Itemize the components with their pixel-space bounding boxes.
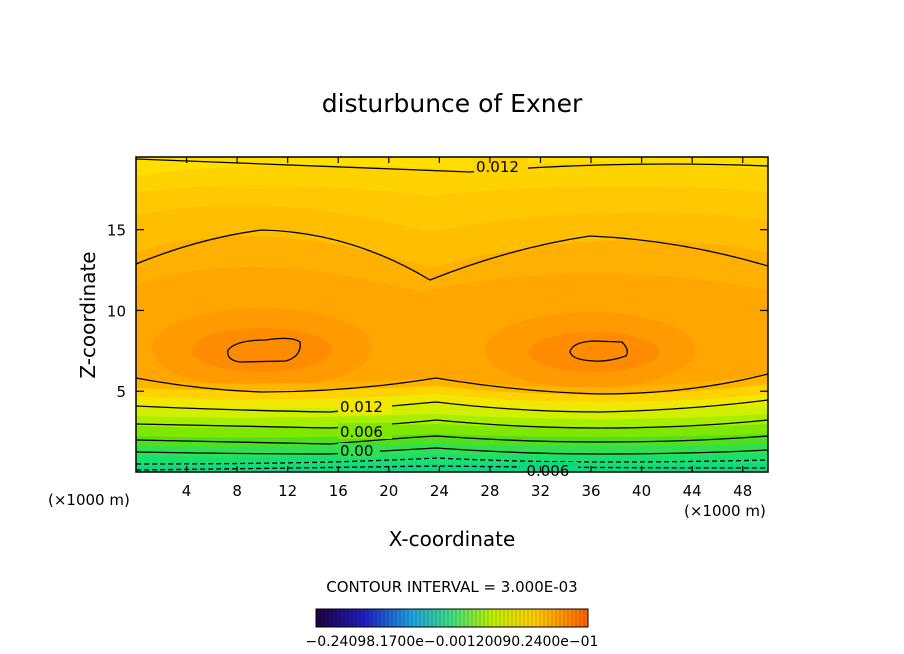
x-axis-label: X-coordinate xyxy=(389,527,516,551)
x-tick-label: 40 xyxy=(632,482,651,500)
filled-contours xyxy=(136,157,768,472)
y-axis-ticks: 5 10 15 xyxy=(107,222,768,401)
contour-labels: 0.012 0.012 0.006 0.00 -0.006 xyxy=(338,158,578,480)
x-tick-label: 12 xyxy=(278,482,297,500)
contour-lines xyxy=(136,158,768,471)
x-unit-label-left: (×1000 m) xyxy=(48,491,130,509)
x-tick-label: 32 xyxy=(531,482,550,500)
x-axis-ticks: 4 8 12 16 20 24 28 32 36 40 44 48 xyxy=(182,157,752,500)
x-tick-label: 48 xyxy=(733,482,752,500)
x-tick-label: 28 xyxy=(480,482,499,500)
y-axis-label: Z-coordinate xyxy=(76,251,100,378)
x-tick-label: 16 xyxy=(329,482,348,500)
contour-interval-text: CONTOUR INTERVAL = 3.000E-03 xyxy=(326,578,577,596)
colorbar-labels: −0.24098.1700e−0.00120090.2400e−01 xyxy=(306,634,599,650)
contour-label: 0.00 xyxy=(340,442,373,460)
x-tick-label: 8 xyxy=(232,482,242,500)
contour-label: -0.006 xyxy=(521,462,569,480)
x-tick-label: 44 xyxy=(683,482,702,500)
colorbar: −0.24098.1700e−0.00120090.2400e−01 xyxy=(306,608,599,650)
contour-label: 0.012 xyxy=(476,158,519,176)
contour-label: 0.006 xyxy=(340,423,383,441)
contour-label: 0.012 xyxy=(340,398,383,416)
y-tick-label: 15 xyxy=(107,222,126,240)
x-unit-label-right: (×1000 m) xyxy=(684,502,766,520)
x-tick-label: 24 xyxy=(430,482,449,500)
x-tick-label: 4 xyxy=(182,482,192,500)
y-tick-label: 10 xyxy=(107,302,126,320)
x-tick-label: 36 xyxy=(581,482,600,500)
plot-frame xyxy=(135,156,769,473)
y-tick-label: 5 xyxy=(116,383,126,401)
chart-title: disturbunce of Exner xyxy=(322,89,583,118)
x-tick-label: 20 xyxy=(379,482,398,500)
colorbar-ticks xyxy=(319,609,585,627)
